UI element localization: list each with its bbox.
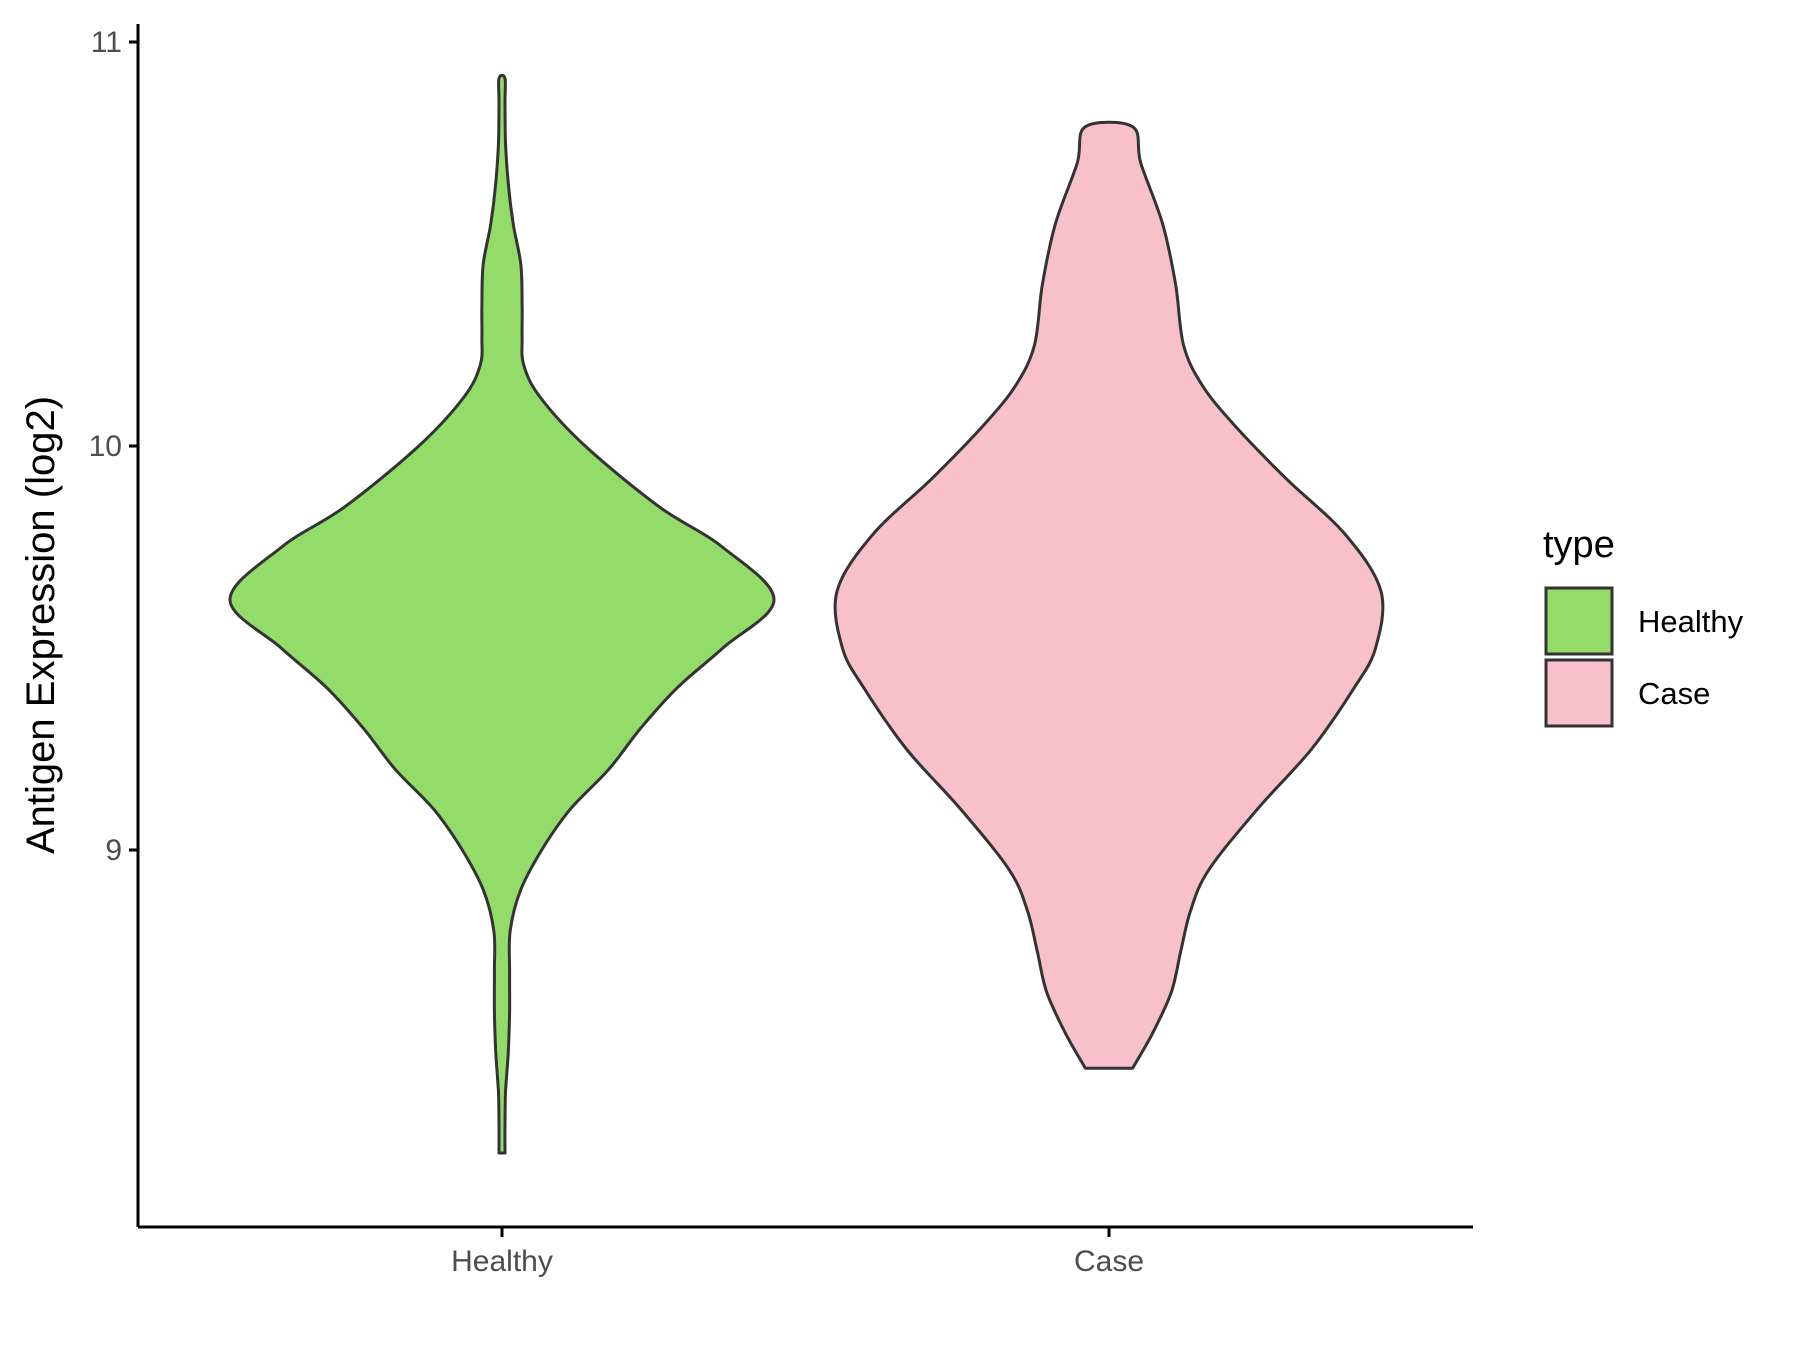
y-tick-label: 11	[91, 26, 122, 59]
axes: 9 10 11 Healthy Case Antigen Expression (log2…	[19, 24, 1473, 1278]
y-tick-label: 9	[105, 834, 122, 867]
legend-key-healthy	[1544, 586, 1614, 656]
legend-label-healthy: Healthy	[1638, 604, 1744, 639]
violin-healthy	[228, 73, 776, 1155]
x-tick-label: Case	[1074, 1245, 1144, 1278]
x-tick-label: Healthy	[451, 1245, 553, 1278]
legend-title: type	[1543, 524, 1615, 566]
violin-case	[833, 120, 1385, 1070]
violin-layer	[228, 73, 1385, 1155]
y-tick-label: 10	[89, 430, 122, 463]
y-axis-title: Antigen Expression (log2)	[19, 396, 63, 854]
legend-label-case: Case	[1638, 676, 1710, 711]
legend-key-case	[1544, 658, 1614, 728]
legend: type Healthy Case	[1543, 524, 1744, 728]
